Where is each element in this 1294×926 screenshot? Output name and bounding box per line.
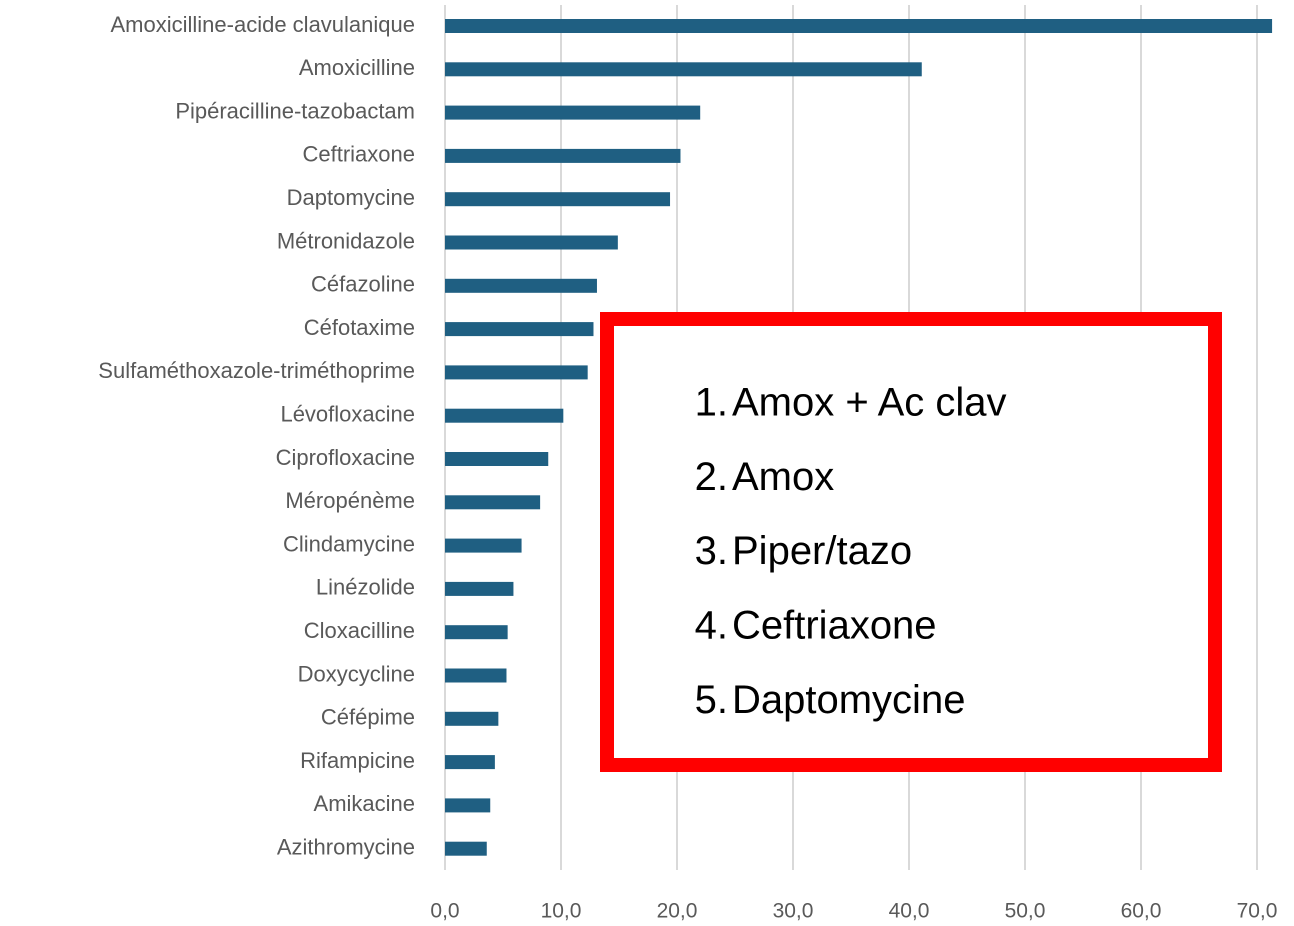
y-tick-label: Céfotaxime — [304, 315, 415, 340]
list-item: Amox — [732, 455, 834, 499]
x-tick-label: 70,0 — [1237, 900, 1278, 923]
bar — [445, 625, 508, 640]
list-number: 4. — [695, 603, 728, 647]
y-tick-label: Méropénème — [285, 488, 415, 513]
bar — [445, 495, 541, 510]
y-tick-label: Linézolide — [316, 575, 415, 600]
bar — [445, 192, 671, 207]
y-tick-label: Sulfaméthoxazole-triméthoprime — [98, 358, 415, 383]
bar — [445, 408, 564, 423]
bar — [445, 711, 499, 726]
bar — [445, 841, 487, 856]
bar — [445, 105, 701, 120]
y-tick-label: Céfépime — [321, 705, 415, 730]
annotation-box — [600, 312, 1222, 772]
x-tick-label: 60,0 — [1121, 900, 1162, 923]
y-tick-label: Amikacine — [314, 791, 415, 816]
x-tick-label: 40,0 — [889, 900, 930, 923]
y-tick-label: Cloxacilline — [304, 618, 415, 643]
y-tick-label: Amoxicilline-acide clavulanique — [111, 12, 416, 37]
y-tick-label: Ciprofloxacine — [276, 445, 415, 470]
bar — [445, 278, 597, 293]
bar — [445, 755, 495, 770]
x-tick-label: 10,0 — [541, 900, 582, 923]
y-tick-label: Lévofloxacine — [280, 402, 415, 427]
list-item: Piper/tazo — [732, 529, 912, 573]
bar — [445, 322, 594, 337]
y-tick-label: Amoxicilline — [299, 55, 415, 80]
x-tick-label: 20,0 — [657, 900, 698, 923]
bar — [445, 19, 1273, 33]
y-tick-label: Doxycycline — [298, 661, 415, 686]
y-tick-label: Clindamycine — [283, 531, 415, 556]
x-tick-label: 50,0 — [1005, 900, 1046, 923]
bar — [445, 668, 507, 683]
bar — [445, 452, 549, 466]
y-tick-label: Azithromycine — [277, 835, 415, 860]
bar — [445, 235, 618, 250]
list-number: 3. — [695, 529, 728, 573]
list-number: 2. — [695, 455, 728, 499]
y-tick-label: Pipéracilline-tazobactam — [175, 98, 415, 123]
y-tick-label: Rifampicine — [300, 748, 415, 773]
bar — [445, 365, 588, 380]
y-tick-label: Métronidazole — [277, 228, 415, 253]
list-item: Amox + Ac clav — [732, 381, 1007, 425]
bar — [445, 538, 522, 553]
y-tick-label: Ceftriaxone — [302, 142, 415, 167]
y-tick-label: Céfazoline — [311, 272, 415, 297]
list-number: 5. — [695, 678, 728, 722]
list-number: 1. — [695, 381, 728, 425]
list-item: Daptomycine — [732, 678, 965, 722]
bar — [445, 62, 922, 77]
bar — [445, 798, 491, 813]
y-tick-label: Daptomycine — [287, 185, 415, 210]
x-tick-label: 30,0 — [773, 900, 814, 923]
list-item: Ceftriaxone — [732, 603, 937, 647]
bar — [445, 581, 514, 596]
x-tick-label: 0,0 — [430, 900, 459, 923]
bar — [445, 148, 681, 163]
